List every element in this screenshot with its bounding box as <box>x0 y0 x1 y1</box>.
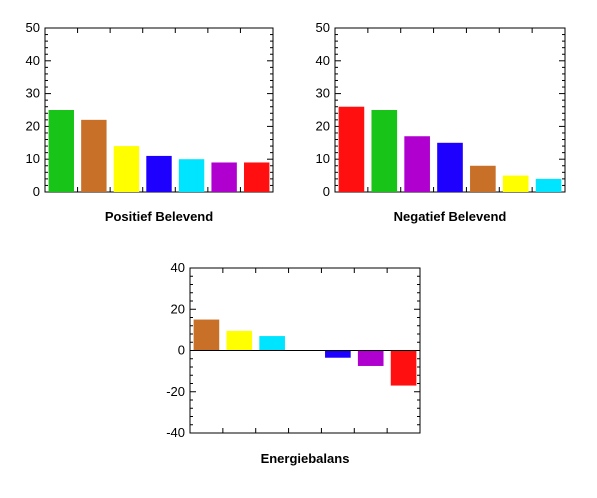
y-tick-label: 10 <box>316 151 330 166</box>
y-tick-label: 30 <box>316 86 330 101</box>
bar-1 <box>193 319 220 351</box>
chart-title: Negatief Belevend <box>394 209 507 224</box>
bar-3 <box>113 146 140 192</box>
bar-7 <box>535 178 562 192</box>
bar-3 <box>404 136 430 192</box>
bar-4 <box>437 142 463 192</box>
bar-1 <box>48 110 74 192</box>
bar-7 <box>244 162 270 192</box>
y-tick-label: 20 <box>316 118 330 133</box>
bar-5 <box>178 159 205 192</box>
y-tick-label: 40 <box>171 260 185 275</box>
y-tick-label: 0 <box>33 184 40 199</box>
y-tick-label: 10 <box>26 151 40 166</box>
y-tick-label: 0 <box>178 343 185 358</box>
bar-6 <box>211 162 237 192</box>
bar-4 <box>146 155 172 192</box>
y-tick-label: -20 <box>166 384 185 399</box>
bar-1 <box>338 106 365 192</box>
bar-6 <box>502 175 529 192</box>
chart-positief: 0 10 20 30 40 50 Positief Belevend <box>26 20 274 224</box>
y-tick-label: 40 <box>316 53 330 68</box>
y-tick-label: 20 <box>26 118 40 133</box>
y-tick-label: -40 <box>166 425 185 440</box>
y-tick-label: 30 <box>26 86 40 101</box>
bar-2 <box>226 330 253 351</box>
y-tick-label: 50 <box>26 20 40 35</box>
bar-5 <box>470 165 496 192</box>
bar-6 <box>357 350 384 366</box>
bar-3 <box>259 336 285 351</box>
y-tick-label: 0 <box>323 184 330 199</box>
y-tick-label: 40 <box>26 53 40 68</box>
y-tick-label: 50 <box>316 20 330 35</box>
bar-2 <box>371 110 398 192</box>
chart-title: Positief Belevend <box>105 209 213 224</box>
chart-negatief: 0 10 20 30 40 50 Negatief Belevend <box>316 20 566 224</box>
bar-7 <box>390 350 417 386</box>
y-tick-label: 20 <box>171 301 185 316</box>
bar-5 <box>325 350 351 358</box>
bar-2 <box>81 119 107 192</box>
chart-energiebalans: -40 -20 0 20 40 Energiebalans <box>166 260 421 466</box>
chart-title: Energiebalans <box>261 451 350 466</box>
